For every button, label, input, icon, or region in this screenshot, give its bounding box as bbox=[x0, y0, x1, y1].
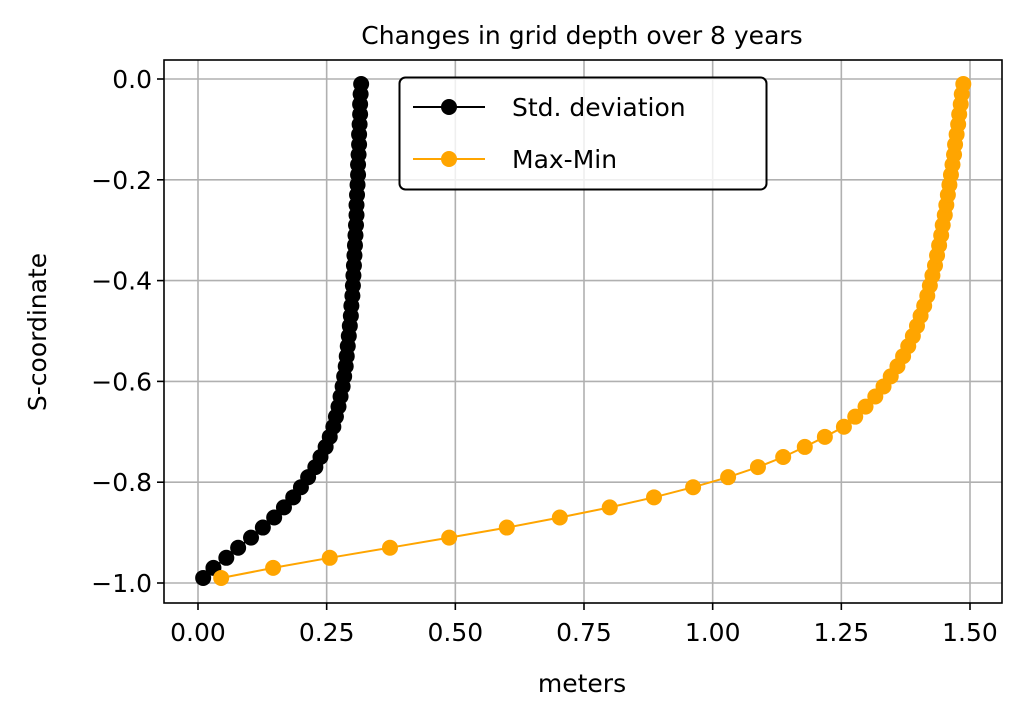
y-tick-label: −1.0 bbox=[91, 569, 152, 598]
y-tick-label: −0.8 bbox=[91, 468, 152, 497]
y-tick-label: 0.0 bbox=[112, 65, 152, 94]
ticks: 0.00 0.25 0.50 0.75 1.00 1.25 1.50 0.0 −0.2 −0.4 −… bbox=[91, 65, 998, 647]
y-tick-label: −0.6 bbox=[91, 367, 152, 396]
legend-item: Std. deviation bbox=[413, 93, 686, 122]
series-std-deviation bbox=[195, 76, 370, 586]
data-point bbox=[796, 438, 813, 455]
chart-title: Changes in grid depth over 8 years bbox=[361, 21, 802, 50]
data-point bbox=[685, 479, 702, 496]
legend: Std. deviation Max-Min bbox=[398, 76, 768, 191]
data-point bbox=[353, 76, 370, 93]
data-point bbox=[275, 499, 292, 516]
data-point bbox=[265, 559, 282, 576]
data-point bbox=[645, 489, 662, 506]
legend-marker bbox=[441, 151, 457, 167]
x-tick-label: 0.50 bbox=[427, 618, 483, 647]
data-point bbox=[857, 398, 874, 415]
data-point bbox=[847, 408, 864, 425]
legend-marker bbox=[441, 99, 457, 115]
series-layer bbox=[195, 76, 972, 586]
data-point bbox=[254, 519, 271, 536]
x-axis-label: meters bbox=[538, 669, 626, 698]
axes-frame bbox=[163, 59, 1003, 604]
data-point bbox=[243, 529, 260, 546]
x-tick-label: 1.00 bbox=[685, 618, 741, 647]
data-point bbox=[835, 418, 852, 435]
data-point bbox=[441, 529, 458, 546]
legend-box bbox=[398, 76, 768, 191]
series-max-min bbox=[213, 76, 972, 586]
data-point bbox=[551, 509, 568, 526]
data-point bbox=[816, 428, 833, 445]
x-tick-label: 1.25 bbox=[813, 618, 869, 647]
data-point bbox=[720, 469, 737, 486]
x-tick-label: 0.75 bbox=[556, 618, 612, 647]
data-point bbox=[218, 549, 235, 566]
data-point bbox=[195, 569, 212, 586]
data-point bbox=[601, 499, 618, 516]
x-tick-label: 0.25 bbox=[299, 618, 355, 647]
data-point bbox=[213, 569, 230, 586]
y-tick-label: −0.4 bbox=[91, 267, 152, 296]
x-tick-label: 0.00 bbox=[170, 618, 226, 647]
data-point bbox=[955, 76, 972, 93]
legend-label: Max-Min bbox=[512, 145, 617, 174]
legend-label: Std. deviation bbox=[512, 93, 686, 122]
data-point bbox=[498, 519, 515, 536]
x-tick-label: 1.50 bbox=[942, 618, 998, 647]
data-point bbox=[749, 459, 766, 476]
data-point bbox=[230, 539, 247, 556]
y-tick-label: −0.2 bbox=[91, 166, 152, 195]
data-point bbox=[321, 549, 338, 566]
data-point bbox=[381, 539, 398, 556]
data-point bbox=[266, 509, 283, 526]
legend-item: Max-Min bbox=[413, 145, 617, 174]
y-axis-label: S-coordinate bbox=[23, 253, 52, 411]
data-point bbox=[775, 449, 792, 465]
